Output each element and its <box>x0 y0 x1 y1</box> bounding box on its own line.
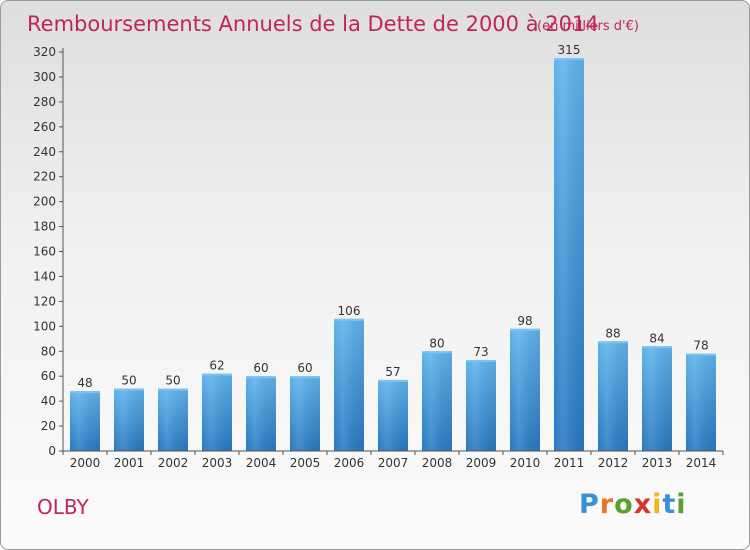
x-tick-label: 2008 <box>422 456 453 470</box>
x-tick-label: 2013 <box>642 456 673 470</box>
proxiti-logo: Proxiti <box>579 489 687 520</box>
x-tick-label: 2014 <box>686 456 717 470</box>
y-tick-label: 300 <box>33 70 56 84</box>
x-tick-label: 2004 <box>246 456 277 470</box>
data-label: 48 <box>77 376 92 390</box>
x-tick-label: 2000 <box>70 456 101 470</box>
data-label: 60 <box>297 361 312 375</box>
data-label: 88 <box>605 326 620 340</box>
y-tick-label: 20 <box>41 419 56 433</box>
bar-shine <box>70 391 100 451</box>
data-label: 62 <box>209 359 224 373</box>
bar-shine <box>202 373 232 451</box>
y-axis: 0 20 40 60 80 100 120 140 160 180 200 220 240 260 280 3… <box>33 45 64 458</box>
data-label: 98 <box>517 314 532 328</box>
bar-shine <box>554 58 584 451</box>
data-label: 78 <box>693 339 708 353</box>
y-tick-label: 280 <box>33 95 56 109</box>
x-tick-label: 2007 <box>378 456 409 470</box>
bar-shine <box>466 359 496 451</box>
bar-top-edge <box>422 351 452 354</box>
bar-top-edge <box>466 359 496 362</box>
x-tick-label: 2011 <box>554 456 585 470</box>
bar-top-edge <box>290 376 320 379</box>
bar-shine <box>686 353 716 451</box>
data-label: 73 <box>473 345 488 359</box>
y-tick-label: 180 <box>33 220 56 234</box>
y-tick-label: 0 <box>48 444 56 458</box>
chart-subtitle: (en milliers d'€) <box>537 19 639 34</box>
data-label: 50 <box>165 374 180 388</box>
x-tick-label: 2002 <box>158 456 189 470</box>
y-tick-label: 60 <box>41 369 56 383</box>
y-tick-label: 240 <box>33 145 56 159</box>
x-axis: 2000 2001 2002 2003 2004 2005 2006 2007 2008 2009… <box>62 450 724 470</box>
logo-letter: i <box>652 489 663 520</box>
chart-title: Remboursements Annuels de la Dette de 20… <box>27 12 599 36</box>
bar-top-edge <box>334 318 364 321</box>
y-tick-label: 80 <box>41 344 56 358</box>
logo-letter: r <box>599 489 615 520</box>
bar-top-edge <box>114 388 144 391</box>
data-label: 50 <box>121 374 136 388</box>
y-tick-label: 200 <box>33 195 56 209</box>
y-tick-label: 260 <box>33 120 56 134</box>
bar-shine <box>114 388 144 451</box>
y-tick-label: 100 <box>33 319 56 333</box>
bar-top-edge <box>202 373 232 376</box>
y-tick-label: 140 <box>33 269 56 283</box>
y-tick-label: 160 <box>33 245 56 259</box>
y-tick-label: 120 <box>33 294 56 308</box>
x-tick-label: 2006 <box>334 456 365 470</box>
x-tick-label: 2009 <box>466 456 497 470</box>
x-tick-label: 2010 <box>510 456 541 470</box>
data-label: 106 <box>338 304 361 318</box>
bars: 48 50 50 62 60 60 106 57 80 73 98 315 88 84 78 <box>70 43 716 451</box>
x-tick-label: 2003 <box>202 456 233 470</box>
data-label: 315 <box>558 43 581 57</box>
logo-letter: o <box>614 489 634 520</box>
x-tick-label: 2005 <box>290 456 321 470</box>
logo-letter: t <box>662 489 677 520</box>
logo-letter: P <box>579 489 600 520</box>
bar-top-edge <box>246 376 276 379</box>
bar-shine <box>378 379 408 451</box>
logo-letter: i <box>676 489 687 520</box>
data-label: 57 <box>385 365 400 379</box>
data-label: 84 <box>649 331 664 345</box>
data-label: 80 <box>429 336 444 350</box>
y-tick-label: 220 <box>33 170 56 184</box>
x-tick-label: 2012 <box>598 456 629 470</box>
bar-shine <box>158 388 188 451</box>
bar-top-edge <box>642 346 672 349</box>
bar-top-edge <box>510 328 540 331</box>
y-tick-label: 320 <box>33 45 56 59</box>
bar-shine <box>510 328 540 451</box>
bar-shine <box>334 318 364 451</box>
bar-top-edge <box>158 388 188 391</box>
bar-shine <box>290 376 320 451</box>
bar-top-edge <box>598 341 628 344</box>
bar-shine <box>422 351 452 451</box>
bar-shine <box>598 341 628 451</box>
bar-shine <box>642 346 672 451</box>
bar-top-edge <box>686 353 716 356</box>
data-label: 60 <box>253 361 268 375</box>
x-tick-label: 2001 <box>114 456 145 470</box>
bar-top-edge <box>378 379 408 382</box>
bar-top-edge <box>70 391 100 394</box>
y-tick-label: 40 <box>41 394 56 408</box>
place-name: OLBY <box>37 495 89 519</box>
bar-top-edge <box>554 58 584 61</box>
bar-shine <box>246 376 276 451</box>
logo-letter: x <box>633 489 653 520</box>
